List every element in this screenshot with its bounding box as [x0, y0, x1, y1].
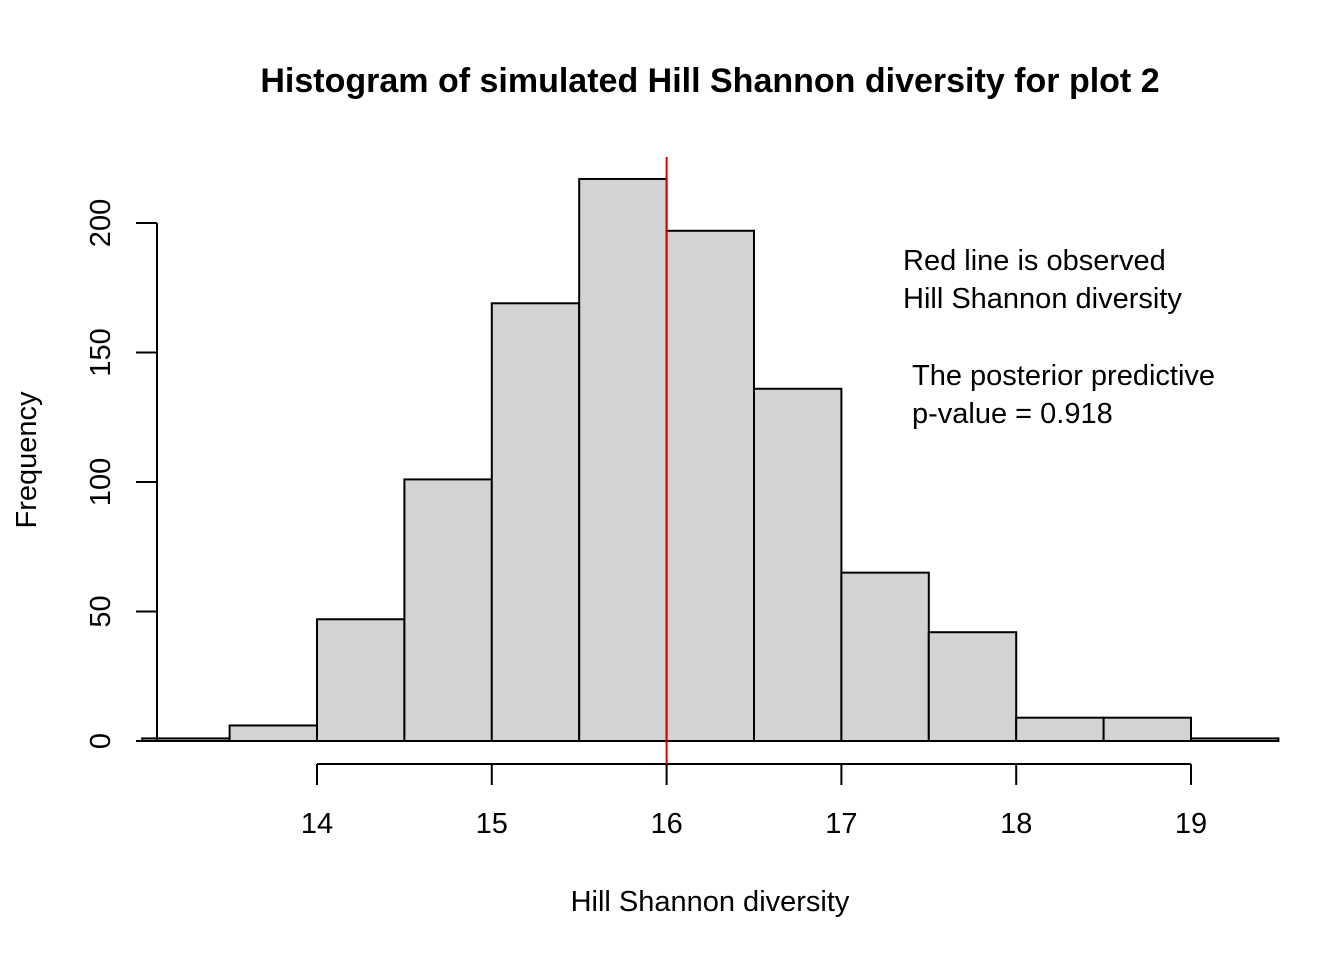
- histogram-bar: [665, 229, 755, 743]
- x-tick-label: 18: [1000, 808, 1032, 840]
- x-axis-label: Hill Shannon diversity: [571, 886, 850, 918]
- y-tick-label: 150: [85, 328, 117, 376]
- chart-title: Histogram of simulated Hill Shannon dive…: [260, 62, 1159, 100]
- x-tick-label: 16: [650, 808, 682, 840]
- y-tick-label: 100: [85, 458, 117, 506]
- histogram-bar: [1015, 716, 1105, 743]
- x-tick-label: 17: [825, 808, 857, 840]
- histogram-bars: [141, 177, 1280, 743]
- annotation-pvalue-line-2: p-value = 0.918: [912, 398, 1113, 430]
- y-tick-label: 200: [85, 199, 117, 247]
- x-tick-label: 19: [1175, 808, 1207, 840]
- histogram-bar: [1102, 716, 1192, 743]
- histogram-bar: [753, 387, 843, 742]
- histogram-bar: [840, 571, 930, 743]
- x-axis: 14 15 16 17 18 19: [301, 763, 1207, 840]
- histogram-bar: [403, 478, 493, 742]
- annotation-pvalue-line-1: The posterior predictive: [912, 360, 1215, 392]
- histogram-bar: [490, 302, 581, 742]
- y-axis-label: Frequency: [11, 391, 43, 529]
- y-tick-label: 0: [85, 733, 117, 749]
- histogram-bar: [578, 177, 668, 743]
- histogram-bar: [228, 724, 319, 743]
- y-axis: 0 50 100 150 200: [85, 199, 158, 749]
- y-tick-label: 50: [85, 595, 117, 627]
- x-tick-label: 14: [301, 808, 333, 840]
- histogram-bar: [1190, 737, 1280, 742]
- histogram-bar: [927, 631, 1018, 742]
- histogram-bar: [316, 618, 406, 743]
- x-tick-label: 15: [476, 808, 508, 840]
- annotation-observed-line-2: Hill Shannon diversity: [903, 283, 1182, 315]
- annotation-observed-line-1: Red line is observed: [903, 245, 1166, 277]
